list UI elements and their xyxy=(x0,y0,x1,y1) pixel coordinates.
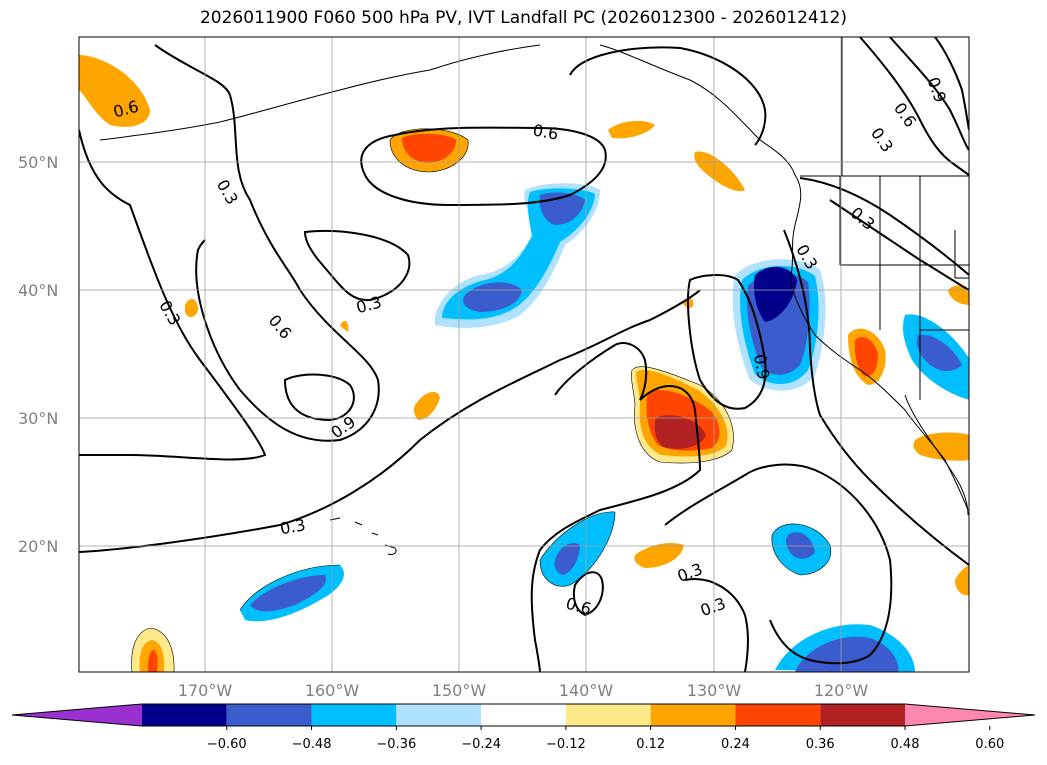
colorbar-outline xyxy=(11,703,1036,727)
lat-label-30n: 30°N xyxy=(18,409,58,428)
lon-label-120w: 120°W xyxy=(814,681,869,700)
colorbar-segment xyxy=(396,704,482,726)
lat-label-20n: 20°N xyxy=(18,537,58,556)
pv-contours xyxy=(79,37,969,672)
colorbar-segment xyxy=(226,704,312,726)
colorbar-tick-label: 0.36 xyxy=(806,737,835,752)
lon-label-150w: 150°W xyxy=(432,681,487,700)
contour-label: 0.3 xyxy=(279,515,307,538)
colorbar: −0.60 −0.48 −0.36 −0.24 −0.12 0.12 0.24 0.36 0.4… xyxy=(11,703,1036,752)
plot-frame xyxy=(78,36,970,673)
colorbar-tick-label: 0.24 xyxy=(721,737,750,752)
lon-label-130w: 130°W xyxy=(687,681,742,700)
colorbar-tick-label: −0.12 xyxy=(546,737,586,752)
colorbar-tick-label: 0.12 xyxy=(636,737,665,752)
hawaii-islands xyxy=(329,517,397,555)
map-title: 2026011900 F060 500 hPa PV, IVT Landfall… xyxy=(199,8,847,28)
gridlines xyxy=(79,37,969,672)
colorbar-tick-label: −0.60 xyxy=(207,737,247,752)
shade-outlines xyxy=(131,128,832,672)
colorbar-extend-low xyxy=(12,704,142,726)
alaska-coastline xyxy=(599,44,969,511)
colorbar-segment xyxy=(820,704,905,726)
colorbar-segment xyxy=(565,704,651,726)
contour-label: 0.6 xyxy=(531,121,559,144)
colorbar-tick-label: 0.48 xyxy=(891,737,920,752)
colorbar-tick-label: 0.60 xyxy=(975,737,1004,752)
longitude-labels: 170°W 160°W 150°W 140°W 130°W 120°W xyxy=(178,681,869,700)
aleutian-chain xyxy=(99,44,541,141)
lat-label-40n: 40°N xyxy=(18,281,58,300)
latitude-labels: 50°N 40°N 30°N 20°N xyxy=(18,153,58,556)
lon-label-160w: 160°W xyxy=(305,681,360,700)
colorbar-tick-label: −0.24 xyxy=(461,737,501,752)
colorbar-segment xyxy=(481,704,566,726)
coastlines-layer xyxy=(99,37,969,555)
colorbar-tick-label: −0.48 xyxy=(292,737,332,752)
colorbar-segment xyxy=(311,704,397,726)
shading-layer xyxy=(79,55,969,672)
colorbar-segment xyxy=(650,704,736,726)
colorbar-segment xyxy=(142,704,227,726)
plot-area xyxy=(79,37,969,672)
contour-label: 0.9 xyxy=(750,353,773,381)
state-borders xyxy=(839,176,969,400)
colorbar-tick-label: −0.36 xyxy=(376,737,416,752)
lon-label-140w: 140°W xyxy=(559,681,614,700)
colorbar-extend-high xyxy=(905,704,1035,726)
lon-label-170w: 170°W xyxy=(178,681,233,700)
lat-label-50n: 50°N xyxy=(18,153,58,172)
colorbar-segment xyxy=(735,704,821,726)
